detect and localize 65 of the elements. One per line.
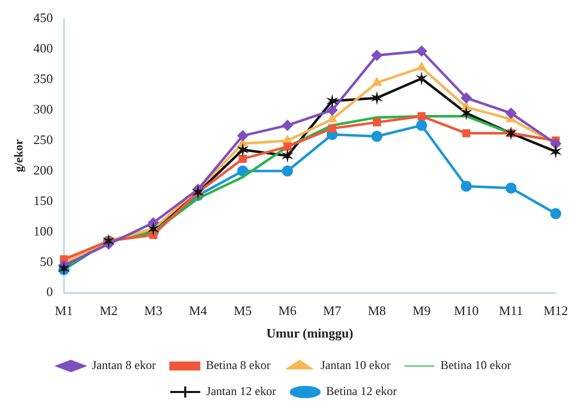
point bbox=[281, 148, 294, 163]
point bbox=[550, 138, 562, 150]
point bbox=[283, 142, 292, 151]
x-tick-label: M12 bbox=[543, 303, 568, 318]
point bbox=[327, 114, 337, 122]
y-tick-label: 150 bbox=[33, 192, 53, 208]
x-tick-label: M2 bbox=[100, 303, 118, 318]
x-tick-label: M4 bbox=[189, 303, 208, 318]
point bbox=[370, 90, 383, 105]
x-tick-label: M8 bbox=[368, 303, 386, 318]
point bbox=[416, 46, 428, 57]
x-tick-label: M1 bbox=[54, 303, 73, 318]
y-tick-label: 0 bbox=[46, 284, 53, 300]
point bbox=[506, 108, 517, 119]
x-tick-label: M3 bbox=[144, 303, 162, 318]
point bbox=[506, 182, 517, 194]
y-tick-label: 450 bbox=[33, 10, 53, 26]
point bbox=[416, 120, 428, 131]
y-tick-label: 200 bbox=[33, 162, 53, 178]
x-axis-title: Umur (minggu) bbox=[266, 326, 354, 341]
y-tick-label: 100 bbox=[33, 223, 53, 238]
x-tick-label: M10 bbox=[454, 303, 479, 318]
x-tick-label: M6 bbox=[278, 303, 297, 318]
point bbox=[372, 77, 382, 86]
point bbox=[192, 185, 204, 200]
x-tick-label: M11 bbox=[498, 303, 524, 318]
point bbox=[147, 222, 160, 236]
point bbox=[371, 50, 382, 61]
point bbox=[149, 230, 158, 239]
point bbox=[58, 261, 70, 276]
point bbox=[418, 112, 426, 120]
point bbox=[282, 166, 293, 177]
point bbox=[372, 118, 381, 126]
point bbox=[550, 208, 562, 220]
y-tick-label: 250 bbox=[33, 132, 53, 147]
point bbox=[460, 92, 472, 104]
x-tick-label: M5 bbox=[234, 303, 252, 318]
point bbox=[237, 130, 248, 142]
x-tick-label: M9 bbox=[412, 303, 431, 318]
point bbox=[462, 129, 470, 138]
legend-label: Betina 12 ekor bbox=[326, 384, 397, 398]
point bbox=[504, 126, 518, 140]
point bbox=[371, 130, 382, 142]
point bbox=[416, 71, 428, 86]
point bbox=[550, 144, 562, 159]
point bbox=[328, 124, 336, 132]
y-tick-label: 300 bbox=[33, 102, 53, 117]
point bbox=[282, 120, 293, 131]
y-axis-title: g/ekor bbox=[11, 138, 26, 172]
y-tick-label: 400 bbox=[33, 40, 53, 56]
legend-label: Betina 10 ekor bbox=[440, 358, 512, 372]
legend-label: Jantan 12 ekor bbox=[206, 384, 276, 398]
point bbox=[238, 154, 247, 163]
legend-label: Jantan 8 ekor bbox=[92, 358, 156, 372]
point bbox=[460, 180, 472, 192]
legend-label: Jantan 10 ekor bbox=[320, 358, 390, 372]
point bbox=[416, 62, 426, 71]
point bbox=[236, 142, 249, 157]
point bbox=[326, 104, 338, 116]
legend-label: Betina 8 ekor bbox=[206, 358, 271, 372]
y-tick-label: 350 bbox=[33, 71, 53, 86]
x-tick-label: M7 bbox=[323, 303, 342, 318]
point bbox=[460, 106, 472, 120]
point bbox=[326, 94, 338, 108]
y-tick-label: 50 bbox=[40, 254, 53, 269]
